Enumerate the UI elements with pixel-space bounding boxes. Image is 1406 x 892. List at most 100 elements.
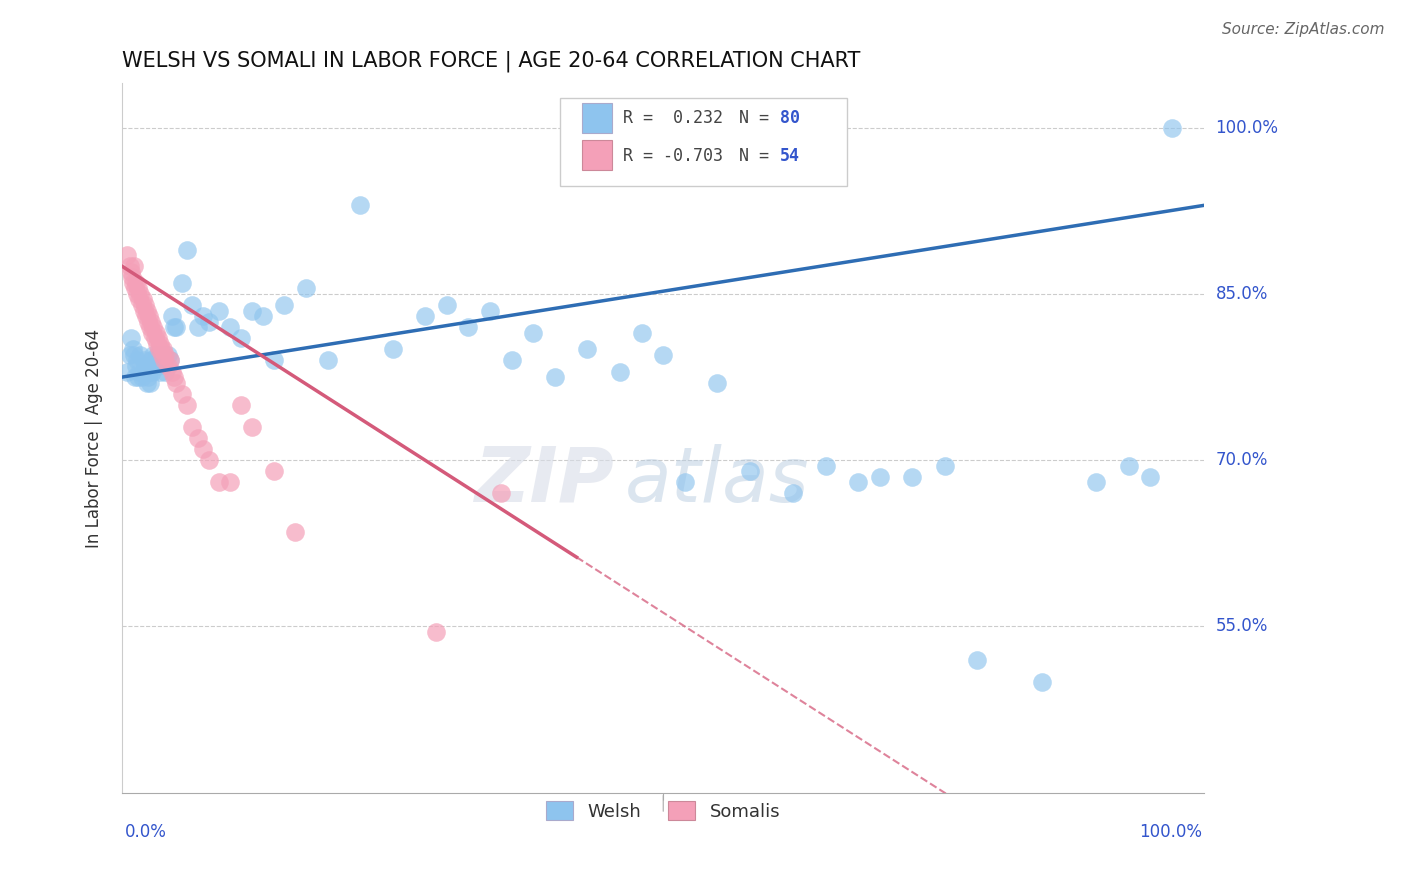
Text: 100.0%: 100.0% [1216,119,1278,136]
Point [284,525,307,540]
Text: 55.0%: 55.0% [1216,617,1268,635]
Point [142,320,165,334]
Point [652,348,675,362]
Point [197,315,219,329]
Point [814,458,837,473]
Text: 0.0%: 0.0% [125,823,167,841]
Point [160,309,183,323]
FancyBboxPatch shape [561,97,848,186]
Point [229,331,252,345]
Point [544,370,567,384]
Point [413,309,436,323]
Point [187,431,209,445]
Point [125,359,148,373]
Point [489,486,512,500]
Point [150,343,173,357]
Point [145,348,167,362]
Point [425,625,447,640]
Text: N =: N = [740,146,779,165]
Point [197,453,219,467]
Point [229,398,252,412]
Point [252,309,274,323]
Point [869,470,891,484]
Point [134,359,156,373]
Point [146,359,169,373]
Point [136,315,159,329]
Point [156,359,179,373]
Point [155,348,177,362]
Point [273,298,295,312]
Point [120,265,142,279]
Point [148,343,170,357]
Point [522,326,544,340]
FancyBboxPatch shape [582,103,613,133]
Point [122,276,145,290]
Point [131,293,153,307]
Point [1139,470,1161,484]
Text: Source: ZipAtlas.com: Source: ZipAtlas.com [1222,22,1385,37]
Point [132,303,155,318]
Point [349,198,371,212]
Point [163,370,186,384]
Point [1118,458,1140,473]
Point [127,281,149,295]
Point [176,398,198,412]
Point [1085,475,1108,490]
Point [117,365,139,379]
Point [122,343,145,357]
Point [141,365,163,379]
Point [609,365,631,379]
Point [193,309,215,323]
Point [141,353,163,368]
Point [176,243,198,257]
FancyBboxPatch shape [582,140,613,169]
Point [436,298,458,312]
Point [131,370,153,384]
Point [142,348,165,362]
Point [479,303,502,318]
Point [134,298,156,312]
Point [630,326,652,340]
Point [170,276,193,290]
Point [132,353,155,368]
Point [145,326,167,340]
Point [117,248,139,262]
Text: R = -0.703: R = -0.703 [623,146,723,165]
Point [146,331,169,345]
Point [118,259,141,273]
Point [219,475,242,490]
Point [316,353,339,368]
Point [125,276,148,290]
Point [152,353,174,368]
Point [135,365,157,379]
Point [118,348,141,362]
Point [143,359,166,373]
Point [145,353,167,368]
Text: 100.0%: 100.0% [1139,823,1202,841]
Point [782,486,804,500]
Point [576,343,599,357]
Point [131,298,153,312]
Text: 54: 54 [780,146,800,165]
Point [263,464,285,478]
Point [143,331,166,345]
Point [127,370,149,384]
Point [141,315,163,329]
Point [139,320,162,334]
Point [263,353,285,368]
Point [457,320,479,334]
Point [131,365,153,379]
Point [219,320,242,334]
Point [149,365,172,379]
Point [240,420,263,434]
Point [152,343,174,357]
Point [136,376,159,390]
Point [165,376,187,390]
Point [934,458,956,473]
Point [136,370,159,384]
Point [138,365,160,379]
Point [160,365,183,379]
Point [159,353,181,368]
Point [155,365,177,379]
Point [163,320,186,334]
